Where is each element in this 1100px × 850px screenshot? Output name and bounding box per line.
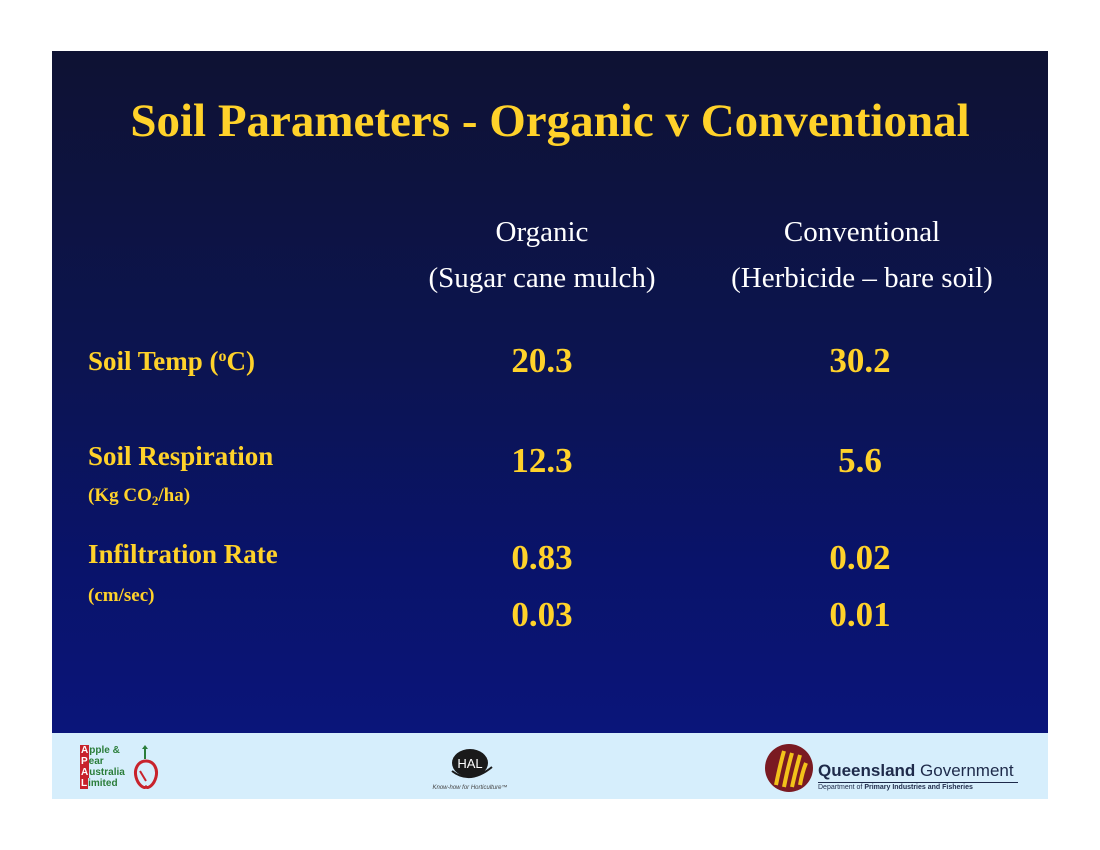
queensland-department-name: Department of Primary Industries and Fis…: [818, 784, 973, 791]
column-name-conventional: Conventional: [783, 216, 941, 248]
queensland-crest-icon: [765, 744, 813, 792]
column-detail-conventional: (Herbicide – bare soil): [731, 262, 993, 294]
apal-initial: A: [80, 745, 90, 756]
apal-word: ustralia: [89, 767, 125, 778]
apal-word: ear: [88, 756, 104, 767]
qld-name-bold: Queensland: [818, 761, 916, 780]
qld-name-rest: Government: [915, 761, 1014, 780]
apal-word: pple &: [89, 745, 120, 756]
queensland-government-name: Queensland Government: [818, 761, 1014, 781]
hal-mark-text: HAL: [457, 756, 482, 771]
row-label-soil-respiration: Soil Respiration: [88, 441, 274, 471]
apal-line: Limited: [80, 778, 125, 789]
apal-initial: P: [80, 756, 89, 767]
soil-temp-label-text: Soil Temp (: [88, 346, 219, 376]
apal-line: Australia: [80, 767, 125, 778]
column-header-conventional: Conventional (Herbicide – bare soil): [702, 209, 1022, 301]
column-detail-organic: (Sugar cane mulch): [428, 262, 656, 294]
respiration-unit-suffix: /ha): [158, 485, 191, 506]
apal-word: imited: [88, 778, 118, 789]
row-label-infiltration-rate: Infiltration Rate: [88, 539, 278, 569]
hal-logo-mark: HAL: [451, 749, 493, 778]
soil-temp-label-unit: C): [226, 346, 256, 376]
slide: Soil Parameters - Organic v Conventional…: [52, 51, 1048, 733]
degree-superscript: o: [218, 348, 227, 365]
value-soil-respiration-organic: 12.3: [511, 441, 573, 480]
apal-line: Apple &: [80, 745, 125, 756]
footer-logo-bar: Apple & Pear Australia Limited HAL Know-…: [52, 733, 1048, 799]
value-soil-temp-conventional: 30.2: [829, 341, 891, 380]
apal-logo: Apple & Pear Australia Limited: [80, 745, 160, 793]
apal-line: Pear: [80, 756, 125, 767]
value-infiltration-conventional-1: 0.02: [829, 538, 891, 577]
co2-subscript: 2: [151, 493, 159, 508]
apple-pear-icon: [134, 745, 158, 789]
row-label-soil-temp: Soil Temp (oC): [88, 341, 255, 377]
apal-logo-text: Apple & Pear Australia Limited: [80, 745, 125, 789]
column-name-organic: Organic: [495, 216, 589, 248]
column-header-organic: Organic (Sugar cane mulch): [407, 209, 677, 301]
hal-logo: HAL Know-how for Horticulture™: [420, 741, 520, 797]
qld-divider: [818, 782, 1018, 783]
apal-initial: L: [80, 778, 89, 789]
qld-dept-pre: Department of: [818, 784, 865, 791]
value-soil-respiration-conventional: 5.6: [838, 441, 882, 480]
slide-title: Soil Parameters - Organic v Conventional: [130, 95, 970, 147]
value-infiltration-conventional-2: 0.01: [829, 595, 891, 634]
value-infiltration-organic-1: 0.83: [511, 538, 573, 577]
row-unit-infiltration-rate: (cm/sec): [88, 585, 155, 606]
value-infiltration-organic-2: 0.03: [511, 595, 573, 634]
apal-initial: A: [80, 767, 90, 778]
value-soil-temp-organic: 20.3: [511, 341, 573, 380]
hal-tagline: Know-how for Horticulture™: [432, 785, 508, 791]
row-unit-soil-respiration: (Kg CO2/ha): [88, 484, 190, 513]
qld-dept-bold: Primary Industries and Fisheries: [864, 784, 973, 791]
queensland-government-logo: Queensland Government Department of Prim…: [762, 741, 1032, 795]
respiration-unit-text: (Kg CO: [88, 485, 152, 506]
